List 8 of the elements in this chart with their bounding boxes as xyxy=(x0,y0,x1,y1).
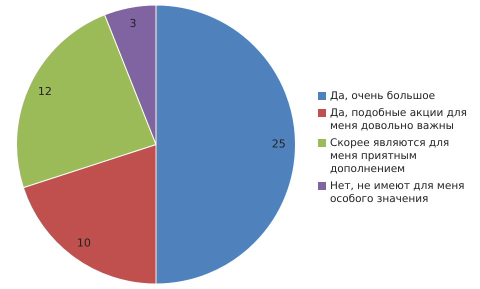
legend-label: Скорее являются для меня приятным дополнением xyxy=(330,137,450,176)
legend-label: Нет, не имеют для меня особого значения xyxy=(330,180,466,206)
data-label: 12 xyxy=(38,85,52,98)
data-label: 25 xyxy=(272,137,286,150)
legend-label: Да, подобные акции для меня довольно важны xyxy=(330,107,468,133)
data-label: 10 xyxy=(76,236,91,250)
legend-label: Да, очень большое xyxy=(330,90,436,103)
data-label: 3 xyxy=(129,16,136,30)
